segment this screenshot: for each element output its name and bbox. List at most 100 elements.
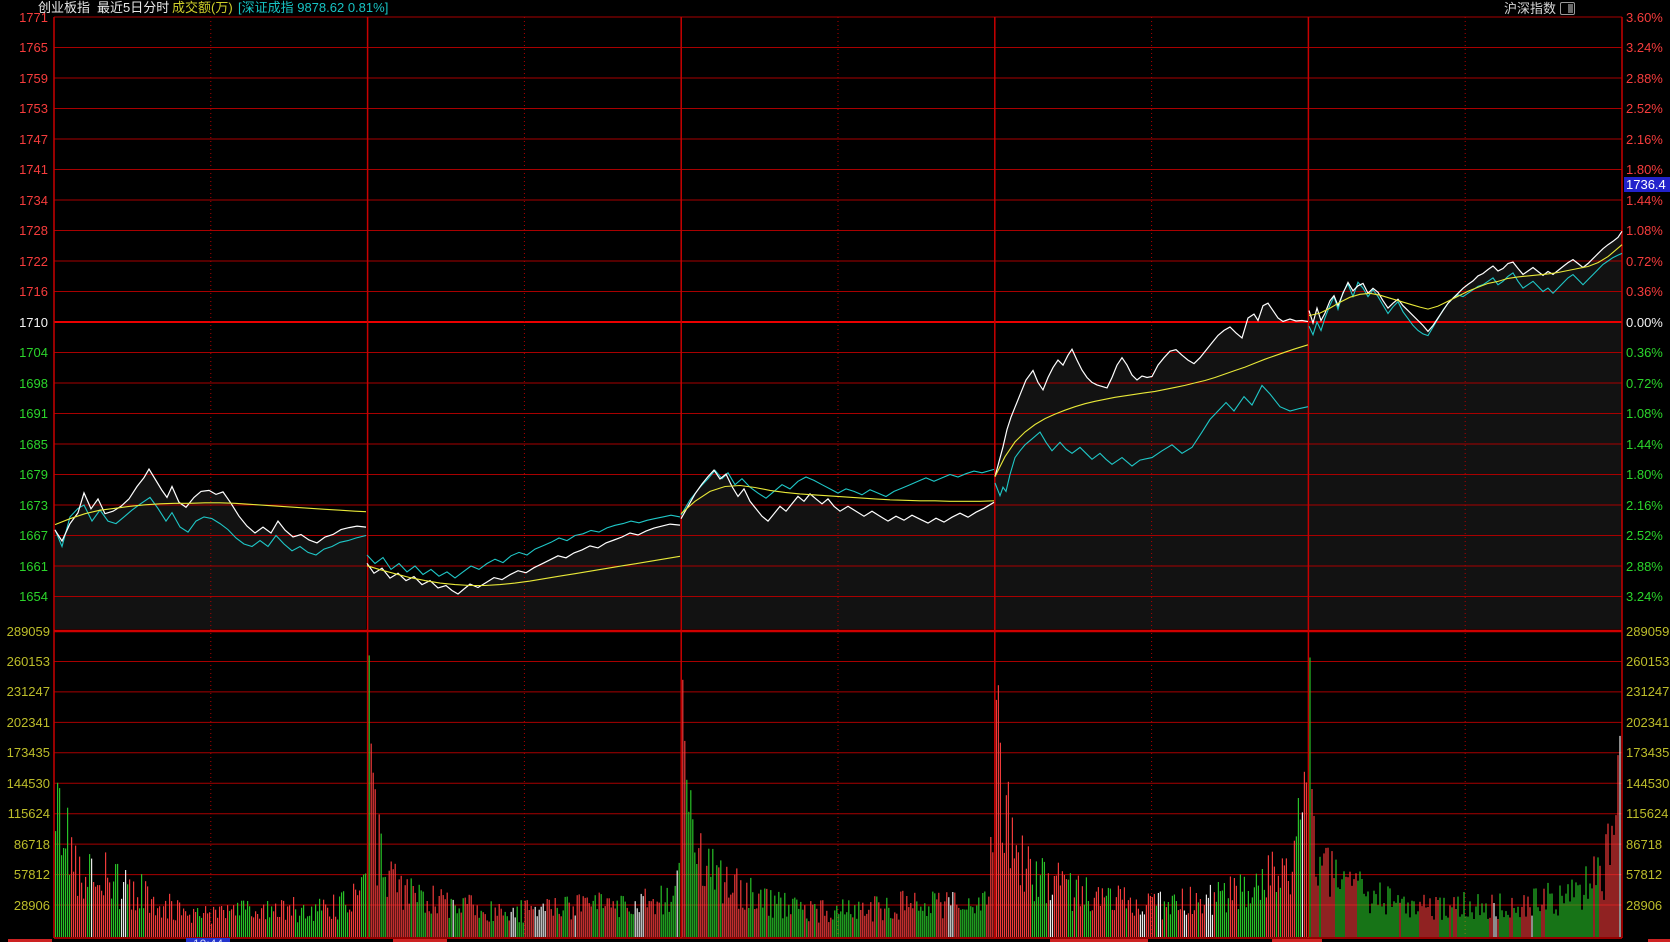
volume-bar <box>77 895 79 937</box>
volume-bar <box>830 917 832 937</box>
avg-line <box>994 344 1309 477</box>
volume-bar <box>209 912 211 937</box>
volume-bar <box>363 874 365 937</box>
volume-bar <box>273 911 275 937</box>
volume-bar <box>914 892 916 937</box>
volume-bar <box>1387 886 1389 937</box>
turnover-label[interactable]: 成交额(万) <box>172 0 233 15</box>
volume-bar <box>904 910 906 937</box>
volume-bar <box>67 807 69 937</box>
volume-bar <box>858 901 860 937</box>
volume-bar <box>672 895 674 937</box>
volume-bar <box>225 918 227 937</box>
volume-bar <box>880 908 882 937</box>
price-axis-label: 1661 <box>19 558 48 574</box>
volume-bar <box>650 901 652 937</box>
volume-bar <box>556 907 558 937</box>
volume-bar <box>995 699 997 937</box>
main-line <box>366 523 681 595</box>
volume-bar <box>618 917 620 937</box>
volume-bar <box>1505 911 1507 937</box>
volume-bar <box>1553 913 1555 937</box>
volume-bar <box>327 907 329 937</box>
volume-bar <box>1141 911 1143 937</box>
volume-bar <box>812 904 814 937</box>
volume-bar <box>628 911 630 937</box>
volume-bar <box>1517 906 1519 937</box>
volume-bar <box>456 913 458 937</box>
volume-bar <box>620 895 622 937</box>
volume-bar <box>1001 842 1003 937</box>
volume-bar <box>448 917 450 937</box>
volume-bar <box>159 906 161 937</box>
volume-bar <box>1081 886 1083 937</box>
volume-bar <box>251 916 253 937</box>
volume-bar <box>1597 857 1599 937</box>
volume-bar <box>1403 896 1405 937</box>
volume-bar <box>870 902 872 937</box>
volume-bar <box>1543 888 1545 937</box>
volume-axis-label-right: 173435 <box>1626 746 1670 760</box>
volume-bar <box>1551 893 1553 937</box>
volume-bar <box>1199 899 1201 937</box>
volume-bar <box>193 908 195 937</box>
volume-bar <box>678 862 680 937</box>
volume-bar <box>492 921 494 937</box>
volume-bar <box>760 889 762 937</box>
volume-bar <box>1399 902 1401 937</box>
volume-bar <box>1119 889 1121 937</box>
volume-bar <box>656 901 658 937</box>
volume-bar <box>718 867 720 937</box>
volume-bar <box>742 907 744 937</box>
volume-bar <box>1523 895 1525 937</box>
volume-bar <box>1121 899 1123 937</box>
volume-bar <box>968 898 970 937</box>
percent-axis-label: 1.44% <box>1626 436 1663 452</box>
volume-bar <box>884 908 886 937</box>
index-switcher-button[interactable]: 沪深指数 <box>1504 0 1576 16</box>
volume-bar <box>1577 885 1579 937</box>
volume-bar <box>450 898 452 937</box>
volume-bar <box>1131 912 1133 937</box>
volume-bar <box>345 904 347 937</box>
volume-bar <box>91 858 93 937</box>
volume-bar <box>1015 845 1017 937</box>
volume-bar <box>986 904 988 937</box>
volume-bar <box>632 914 634 937</box>
volume-bar <box>568 902 570 937</box>
volume-bar <box>269 917 271 937</box>
volume-bar <box>1153 893 1155 937</box>
volume-bar <box>1077 875 1079 937</box>
volume-bar <box>1359 871 1361 937</box>
volume-bar <box>1187 913 1189 937</box>
volume-bar <box>1357 880 1359 937</box>
volume-bar <box>566 896 568 937</box>
view-mode-label[interactable]: 最近5日分时 <box>97 0 170 15</box>
volume-bar <box>736 868 738 937</box>
price-axis-label: 1704 <box>19 345 48 360</box>
volume-bar <box>1347 877 1349 937</box>
volume-bar <box>942 918 944 937</box>
compare-index-quote[interactable]: [深证成指 9878.62 0.81%] <box>238 0 389 15</box>
volume-bar <box>197 908 199 937</box>
volume-bar <box>75 845 77 937</box>
volume-bar <box>906 896 908 937</box>
volume-bar <box>436 913 438 937</box>
volume-axis-label: 86718 <box>13 836 50 852</box>
volume-bar <box>744 909 746 937</box>
volume-bar <box>1093 897 1095 937</box>
volume-bar <box>740 880 742 937</box>
volume-bar <box>337 919 339 937</box>
volume-bar <box>201 917 203 937</box>
volume-axis-label-right: 86718 <box>1626 837 1663 851</box>
volume-bar <box>1489 917 1491 937</box>
volume-bar <box>1617 755 1619 937</box>
volume-bar <box>1217 882 1219 937</box>
volume-bar <box>323 899 325 937</box>
volume-bar <box>644 888 646 937</box>
time-label-clipped <box>1648 939 1670 942</box>
volume-bar <box>944 901 946 937</box>
volume-bar <box>1133 915 1135 937</box>
volume-bar <box>674 885 676 937</box>
